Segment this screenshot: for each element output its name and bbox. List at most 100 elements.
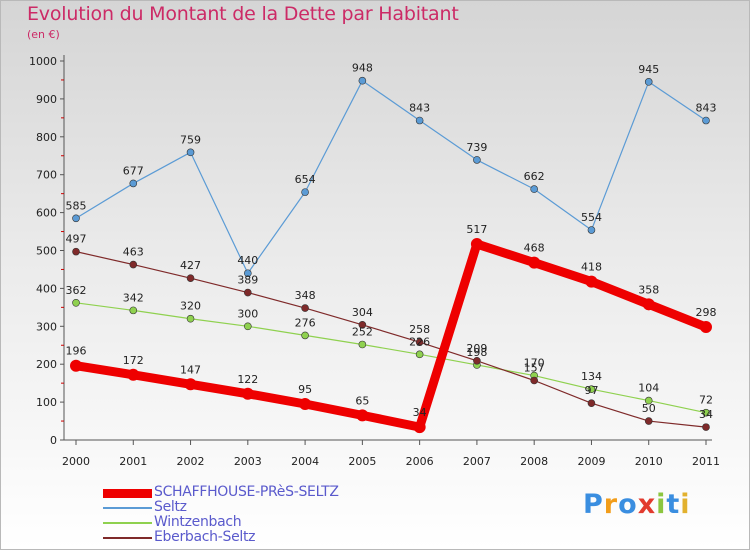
data-label: 172 bbox=[123, 354, 144, 367]
x-tick-label: 2003 bbox=[234, 455, 262, 468]
data-label: 134 bbox=[581, 370, 602, 383]
series-line bbox=[71, 239, 711, 432]
data-label: 300 bbox=[237, 307, 258, 320]
data-point bbox=[644, 417, 653, 425]
data-point bbox=[470, 238, 483, 251]
data-label: 276 bbox=[295, 316, 316, 329]
data-point bbox=[301, 331, 309, 340]
logo-letter: o bbox=[618, 489, 638, 520]
x-tick-label: 2011 bbox=[692, 455, 720, 468]
y-tick-label: 300 bbox=[36, 320, 57, 333]
data-point bbox=[702, 116, 710, 125]
data-point bbox=[356, 409, 369, 422]
chart-subtitle: (en €) bbox=[27, 28, 60, 41]
data-point bbox=[587, 226, 596, 234]
legend-label: SCHAFFHOUSE-PRèS-SELTZ bbox=[154, 484, 339, 500]
data-labels: 585 677 759 440 654 948 843 739 662 554 945 843 362 3… bbox=[66, 62, 717, 421]
series-line bbox=[75, 80, 707, 274]
data-label: 948 bbox=[352, 62, 373, 75]
data-label: 468 bbox=[524, 242, 545, 255]
legend-label: Seltz bbox=[154, 499, 187, 515]
x-tick-label: 2001 bbox=[119, 455, 147, 468]
data-point bbox=[129, 260, 138, 269]
logo-letter: t bbox=[666, 489, 681, 520]
data-label: 585 bbox=[66, 199, 87, 212]
data-label: 50 bbox=[642, 402, 656, 415]
data-point bbox=[127, 368, 140, 381]
data-point bbox=[587, 385, 596, 394]
data-label: 554 bbox=[581, 211, 602, 224]
y-tick-label: 200 bbox=[36, 358, 57, 371]
data-label: 342 bbox=[123, 291, 144, 304]
data-point bbox=[358, 340, 367, 349]
data-point bbox=[129, 306, 138, 315]
data-point bbox=[644, 396, 653, 405]
data-label: 196 bbox=[66, 345, 87, 358]
x-tick-label: 2000 bbox=[62, 455, 90, 468]
y-tick-label: 800 bbox=[36, 131, 57, 144]
data-label: 298 bbox=[696, 306, 717, 319]
data-label: 463 bbox=[123, 246, 144, 259]
x-tick-label: 2009 bbox=[577, 455, 605, 468]
x-tick-label: 2005 bbox=[348, 455, 376, 468]
data-label: 104 bbox=[638, 382, 659, 395]
logo-letter: r bbox=[603, 489, 619, 520]
y-tick-label: 700 bbox=[36, 169, 57, 182]
legend-item: Wintzenbach bbox=[103, 514, 403, 530]
legend-label: Eberbach-Seltz bbox=[154, 529, 256, 545]
data-label: 209 bbox=[466, 342, 487, 355]
data-point bbox=[530, 376, 538, 385]
data-point bbox=[358, 320, 367, 329]
series-line bbox=[75, 251, 707, 428]
data-point bbox=[301, 304, 309, 312]
data-point bbox=[700, 321, 712, 334]
legend-item: Seltz bbox=[103, 499, 403, 515]
data-label: 418 bbox=[581, 261, 602, 274]
data-point bbox=[413, 421, 426, 434]
x-tick-label: 2002 bbox=[177, 455, 205, 468]
data-point bbox=[358, 76, 367, 85]
data-label: 258 bbox=[409, 323, 430, 336]
data-point bbox=[186, 314, 195, 323]
data-label: 304 bbox=[352, 306, 373, 319]
data-point bbox=[415, 338, 424, 347]
data-label: 677 bbox=[123, 164, 144, 177]
data-label: 654 bbox=[295, 173, 316, 186]
data-point bbox=[244, 288, 252, 297]
data-label: 97 bbox=[584, 384, 598, 397]
x-tick-label: 2010 bbox=[635, 455, 663, 468]
data-label: 34 bbox=[413, 406, 427, 419]
series-layer bbox=[70, 76, 712, 434]
data-point bbox=[473, 156, 481, 164]
data-label: 517 bbox=[466, 223, 487, 236]
proxiti-logo: Proxiti bbox=[583, 489, 691, 520]
data-point bbox=[72, 299, 80, 307]
chart-title: Evolution du Montant de la Dette par Hab… bbox=[27, 3, 459, 25]
legend-item: SCHAFFHOUSE-PRèS-SELTZ bbox=[103, 484, 403, 500]
data-point bbox=[528, 256, 541, 269]
legend-item: Eberbach-Seltz bbox=[103, 529, 403, 545]
data-point bbox=[186, 274, 195, 282]
data-label: 65 bbox=[355, 394, 369, 407]
y-tick-label: 400 bbox=[36, 282, 57, 295]
data-label: 945 bbox=[638, 63, 659, 76]
legend-swatch bbox=[103, 537, 152, 539]
y-tick-label: 500 bbox=[36, 245, 57, 258]
data-point bbox=[415, 350, 424, 359]
data-label: 170 bbox=[524, 357, 545, 370]
data-label: 362 bbox=[66, 284, 87, 297]
data-label: 759 bbox=[180, 133, 201, 146]
x-tick-label: 2007 bbox=[463, 455, 491, 468]
data-label: 427 bbox=[180, 259, 201, 272]
data-label: 389 bbox=[237, 274, 258, 287]
data-label: 662 bbox=[524, 170, 545, 183]
x-tick-label: 2008 bbox=[520, 455, 548, 468]
series-line bbox=[75, 302, 707, 414]
data-label: 358 bbox=[638, 283, 659, 296]
data-label: 147 bbox=[180, 363, 201, 376]
data-point bbox=[642, 298, 655, 311]
data-label: 95 bbox=[298, 383, 312, 396]
x-tick-label: 2004 bbox=[291, 455, 319, 468]
